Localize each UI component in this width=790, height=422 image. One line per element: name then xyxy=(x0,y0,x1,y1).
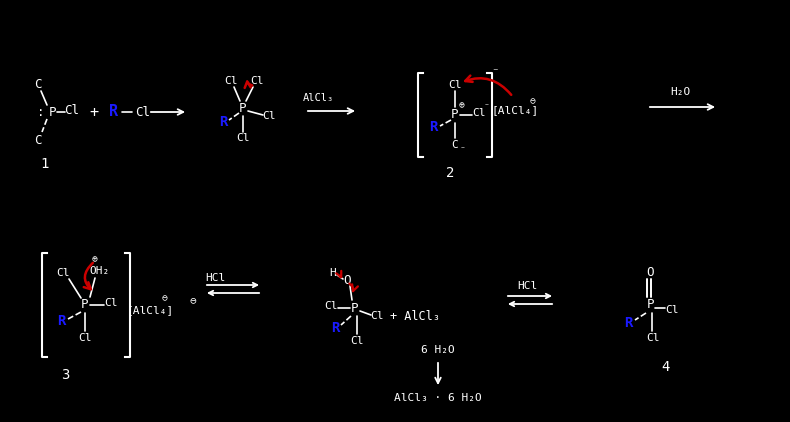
Text: R: R xyxy=(624,316,632,330)
Text: Cl: Cl xyxy=(104,298,118,308)
Text: ⁻: ⁻ xyxy=(491,67,498,79)
Text: +: + xyxy=(89,105,99,119)
Text: HCl: HCl xyxy=(205,273,225,283)
Text: C: C xyxy=(34,133,42,146)
Text: R: R xyxy=(110,105,118,119)
Text: [AlCl₄]: [AlCl₄] xyxy=(491,105,539,115)
Text: P: P xyxy=(646,298,654,311)
Text: ⊕: ⊕ xyxy=(459,100,465,110)
Text: 4: 4 xyxy=(660,360,669,374)
Text: R: R xyxy=(57,314,66,328)
Text: Cl: Cl xyxy=(262,111,276,121)
Text: Cl: Cl xyxy=(236,133,250,143)
Text: HCl: HCl xyxy=(517,281,537,291)
Text: AlCl₃ · 6 H₂O: AlCl₃ · 6 H₂O xyxy=(394,393,482,403)
Text: Cl: Cl xyxy=(371,311,384,321)
Text: + AlCl₃: + AlCl₃ xyxy=(390,309,440,322)
Text: Cl: Cl xyxy=(665,305,679,315)
Text: 3: 3 xyxy=(61,368,70,382)
Text: C: C xyxy=(452,140,458,150)
Text: [AlCl₄]: [AlCl₄] xyxy=(126,305,174,315)
Text: Cl: Cl xyxy=(56,268,70,278)
Text: Cl: Cl xyxy=(78,333,92,343)
Text: R: R xyxy=(331,321,339,335)
Text: R: R xyxy=(429,120,437,134)
Text: ⁻: ⁻ xyxy=(484,102,490,112)
Text: R: R xyxy=(219,115,228,129)
Text: C: C xyxy=(34,78,42,90)
Text: Cl: Cl xyxy=(324,301,338,311)
Text: Cl: Cl xyxy=(65,103,80,116)
Text: 2: 2 xyxy=(446,166,454,180)
Text: H₂O: H₂O xyxy=(670,87,690,97)
Text: P: P xyxy=(81,298,88,311)
Text: ⁻: ⁻ xyxy=(460,145,466,155)
Text: P: P xyxy=(451,108,459,122)
Text: Cl: Cl xyxy=(646,333,660,343)
Text: ⊖: ⊖ xyxy=(190,295,197,305)
Text: AlCl₃: AlCl₃ xyxy=(303,93,333,103)
Text: O: O xyxy=(646,265,654,279)
Text: 6 H₂O: 6 H₂O xyxy=(421,345,455,355)
Text: ⊕: ⊕ xyxy=(92,254,98,264)
Text: Cl: Cl xyxy=(250,76,264,86)
Text: 1: 1 xyxy=(40,157,48,171)
Text: Cl: Cl xyxy=(350,336,363,346)
Text: ⊖: ⊖ xyxy=(530,96,536,106)
Text: P: P xyxy=(48,106,56,119)
Text: :: : xyxy=(37,106,45,119)
Text: Cl: Cl xyxy=(224,76,238,86)
Text: Cl: Cl xyxy=(136,106,151,119)
Text: H: H xyxy=(329,268,337,278)
Text: P: P xyxy=(239,102,246,114)
Text: P: P xyxy=(352,301,359,314)
Text: ⊖: ⊖ xyxy=(162,293,168,303)
Text: Cl: Cl xyxy=(472,108,486,118)
Text: Cl: Cl xyxy=(448,80,461,90)
Text: OH₂: OH₂ xyxy=(88,266,109,276)
Text: O: O xyxy=(343,273,351,287)
